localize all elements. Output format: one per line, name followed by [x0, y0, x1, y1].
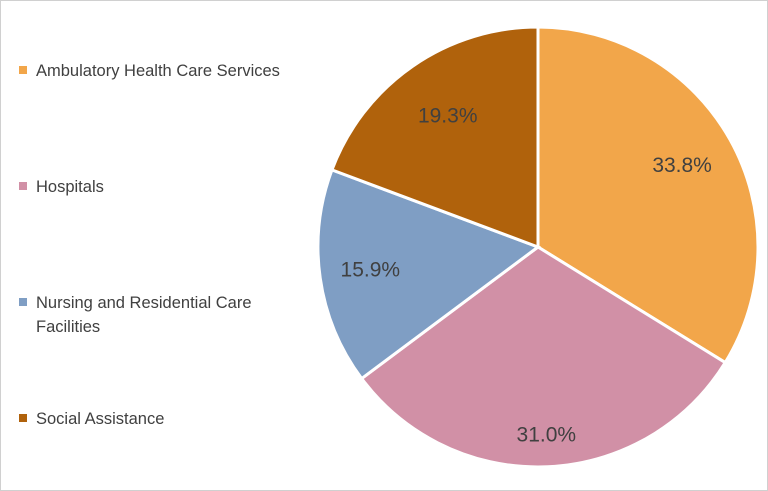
pie-slice-ambulatory [536, 25, 760, 365]
legend-label-ambulatory: Ambulatory Health Care Services [36, 62, 280, 80]
data-label-nursing: 15.9% [341, 258, 401, 281]
legend-swatch-social [19, 414, 27, 422]
legend-item-social: Social Assistance [19, 407, 309, 431]
legend-item-ambulatory: Ambulatory Health Care Services [19, 59, 309, 83]
legend-label-social: Social Assistance [36, 410, 165, 428]
pie-slices [316, 25, 760, 469]
legend-item-hospitals: Hospitals [19, 175, 309, 199]
data-label-hospitals: 31.0% [517, 424, 577, 447]
legend-swatch-nursing [19, 298, 27, 306]
legend: Ambulatory Health Care Services Hospital… [19, 1, 309, 490]
legend-label-nursing: Nursing and Residential Care Facilities [36, 294, 252, 336]
data-label-social: 19.3% [418, 104, 478, 127]
legend-swatch-ambulatory [19, 66, 27, 74]
pie-slice-social [330, 25, 540, 250]
legend-item-nursing: Nursing and Residential Care Facilities [19, 291, 289, 339]
legend-swatch-hospitals [19, 182, 27, 190]
pie-slice-nursing [316, 167, 542, 381]
legend-label-hospitals: Hospitals [36, 178, 104, 196]
pie-slice-hospitals [359, 245, 728, 469]
data-label-ambulatory: 33.8% [652, 154, 712, 177]
pie-labels: 33.8% 31.0% 15.9% 19.3% [341, 104, 712, 446]
